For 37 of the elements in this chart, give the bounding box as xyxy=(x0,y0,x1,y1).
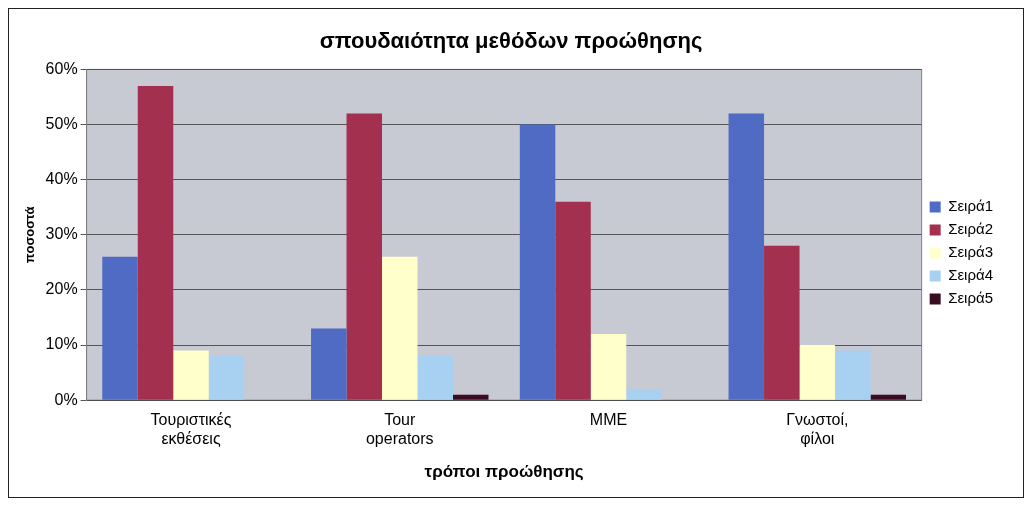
bar xyxy=(870,394,906,400)
bar xyxy=(519,124,556,400)
bar xyxy=(173,350,209,400)
bar xyxy=(590,334,627,400)
bar xyxy=(102,256,138,400)
legend-label: Σειρά1 xyxy=(948,197,993,215)
x-tick-label: ΜΜΕ xyxy=(589,411,628,429)
y-tick-label: 50% xyxy=(45,114,78,132)
legend-label: Σειρά4 xyxy=(948,266,993,284)
y-tick-label: 0% xyxy=(54,390,78,408)
legend-label: Σειρά5 xyxy=(948,289,993,307)
x-tick-label: Γνωστοί, φίλοι xyxy=(786,411,849,448)
legend-label: Σειρά3 xyxy=(948,243,993,261)
legend-label: Σειρά2 xyxy=(948,220,993,238)
y-axis-title: ποσοστά xyxy=(22,206,38,264)
x-axis-title: τρόποι προώθησης xyxy=(424,462,584,482)
x-tick-label: Tour operators xyxy=(365,411,434,448)
bar xyxy=(626,389,662,400)
bar xyxy=(346,113,383,400)
x-tick-label: Τουριστικές εκθέσεις xyxy=(150,411,232,448)
y-tick-label: 30% xyxy=(45,225,78,243)
bar xyxy=(799,345,836,400)
chart-title: σπουδαιότητα μεθόδων προώθησης xyxy=(319,28,703,54)
bar xyxy=(208,356,245,400)
y-tick-label: 10% xyxy=(45,335,78,353)
y-tick-label: 40% xyxy=(45,170,78,188)
bar xyxy=(764,245,800,400)
bar xyxy=(417,356,453,400)
bar xyxy=(311,328,347,400)
bar xyxy=(555,201,591,400)
bar xyxy=(728,113,765,400)
bar xyxy=(835,350,871,400)
bar xyxy=(137,85,174,400)
y-tick-label: 20% xyxy=(45,280,78,298)
y-tick-label: 60% xyxy=(45,59,78,77)
bar xyxy=(453,394,489,400)
bar xyxy=(382,256,418,400)
